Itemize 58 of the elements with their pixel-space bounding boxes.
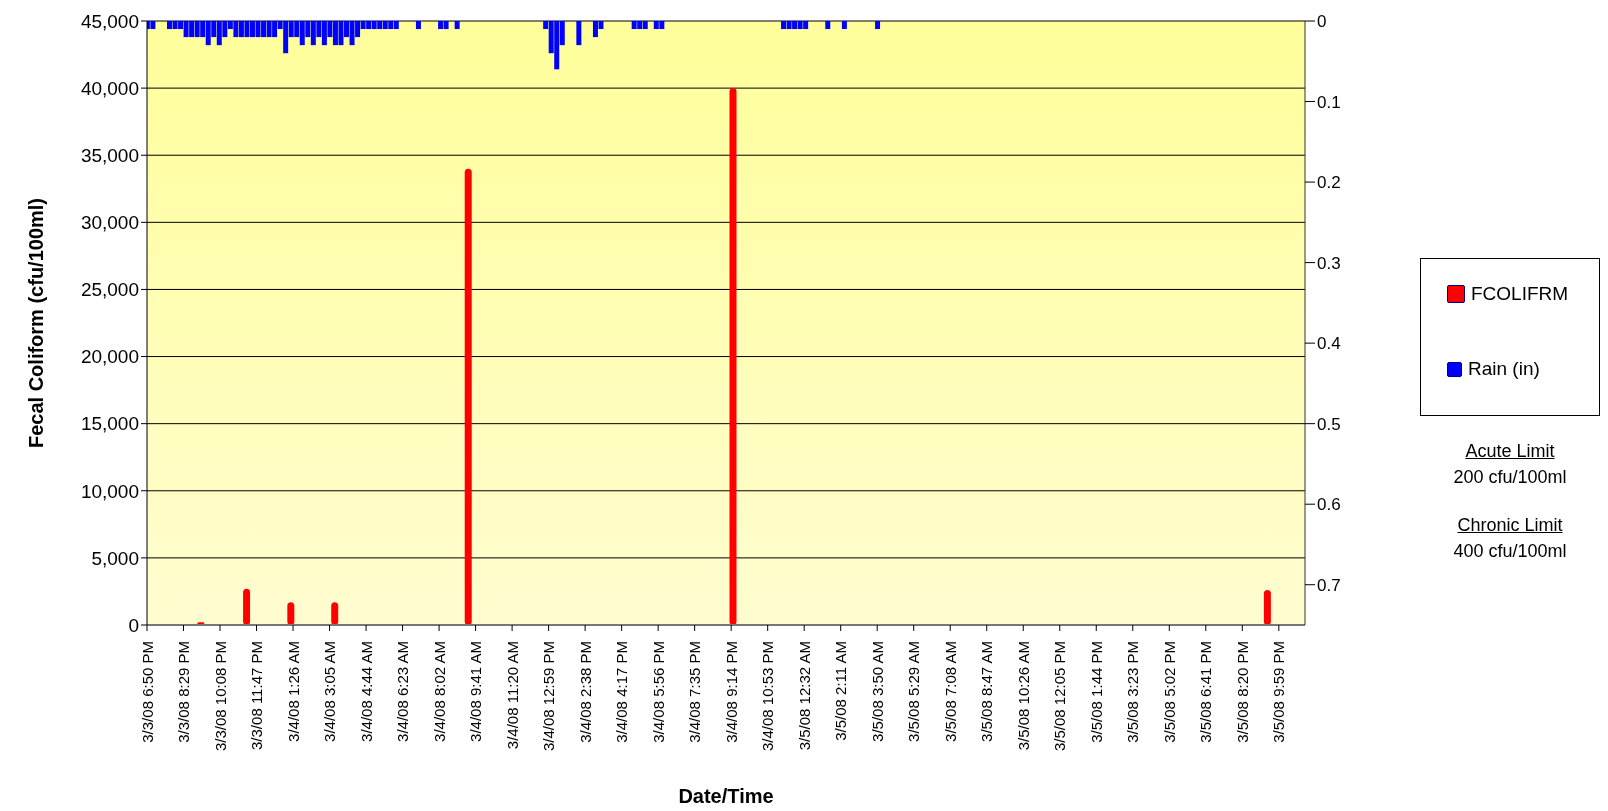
x-tick-label: 3/4/08 11:20 AM: [503, 641, 521, 750]
y-tick-label: 25,000: [80, 279, 139, 301]
x-tick-label: 3/4/08 9:14 PM: [722, 641, 740, 743]
y2-tick-label: 0.3: [1317, 253, 1341, 273]
x-tick-label: 3/4/08 8:02 AM: [430, 641, 448, 742]
x-tick-label: 3/5/08 5:02 PM: [1160, 641, 1178, 743]
x-tick-label: 3/4/08 6:23 AM: [394, 641, 412, 742]
x-tick-label: 3/4/08 4:17 PM: [613, 641, 631, 743]
y-tick-label: 20,000: [80, 346, 139, 368]
x-tick-label: 3/5/08 1:44 PM: [1087, 641, 1105, 743]
text: 400 cfu/100ml: [1452, 540, 1568, 563]
y2-tick-label: 0.6: [1317, 495, 1341, 515]
x-tick-label: 3/4/08 3:05 AM: [321, 641, 339, 742]
x-tick-label: 3/5/08 8:20 PM: [1233, 641, 1251, 743]
x-tick-label: 3/5/08 12:32 AM: [795, 641, 813, 751]
x-tick-label: 3/4/08 2:38 PM: [576, 641, 594, 743]
x-tick-label: 3/5/08 7:08 AM: [941, 641, 959, 742]
x-tick-label: 3/5/08 5:29 AM: [905, 641, 923, 742]
x-tick-label: 3/4/08 5:56 PM: [649, 641, 667, 743]
x-tick-label: 3/4/08 1:26 AM: [284, 641, 302, 742]
x-tick-label: 3/4/08 4:44 AM: [357, 641, 375, 742]
x-tick-label: 3/4/08 10:53 PM: [759, 641, 777, 752]
x-tick-label: 3/5/08 10:26 AM: [1014, 641, 1032, 751]
legend-label: FCOLIFRM: [1471, 283, 1569, 305]
x-tick-label: 3/4/08 12:59 PM: [540, 641, 558, 752]
y-tick-label: 10,000: [80, 480, 139, 502]
y2-tick-label: 0.2: [1317, 173, 1341, 193]
y-tick-label: 40,000: [80, 77, 139, 99]
x-tick-label: 3/5/08 9:59 PM: [1270, 641, 1288, 743]
legend-label: Rain (in): [1468, 358, 1540, 380]
text: Chronic Limit: [1456, 514, 1564, 537]
text: 200 cfu/100ml: [1452, 466, 1568, 489]
x-tick-label: 3/5/08 3:50 AM: [868, 641, 886, 742]
y2-tick-label: 0.1: [1317, 92, 1341, 112]
x-tick-label: 3/5/08 6:41 PM: [1197, 641, 1215, 743]
y2-tick-label: 0.5: [1317, 414, 1341, 434]
x-tick-label: 3/5/08 2:11 AM: [832, 641, 850, 741]
y-tick-label: 45,000: [80, 10, 139, 32]
text: Acute Limit: [1464, 440, 1556, 463]
x-tick-label: 3/5/08 3:23 PM: [1124, 641, 1142, 743]
x-tick-label: 3/4/08 7:35 PM: [686, 641, 704, 743]
y-axis-title: Fecal Coliform (cfu/100ml): [25, 197, 48, 449]
y-tick-label: 0: [128, 614, 139, 636]
x-axis-title: Date/Time: [678, 785, 774, 807]
x-tick-label: 3/3/08 6:50 PM: [138, 641, 156, 743]
x-tick-label: 3/5/08 8:47 AM: [978, 641, 996, 742]
y-tick-label: 30,000: [80, 212, 139, 234]
y-tick-label: 5,000: [91, 547, 139, 569]
x-tick-label: 3/5/08 12:05 PM: [1051, 641, 1069, 752]
y2-tick-label: 0.4: [1317, 334, 1341, 354]
x-tick-label: 3/3/08 8:29 PM: [175, 641, 193, 743]
y2-tick-label: 0.7: [1317, 575, 1341, 595]
y-tick-label: 35,000: [80, 144, 139, 166]
x-tick-label: 3/3/08 11:47 PM: [248, 641, 266, 750]
x-tick-label: 3/3/08 10:08 PM: [211, 641, 229, 752]
x-tick-label: 3/4/08 9:41 AM: [467, 641, 485, 742]
y2-tick-label: 0: [1317, 12, 1327, 32]
y-tick-label: 15,000: [80, 413, 139, 435]
